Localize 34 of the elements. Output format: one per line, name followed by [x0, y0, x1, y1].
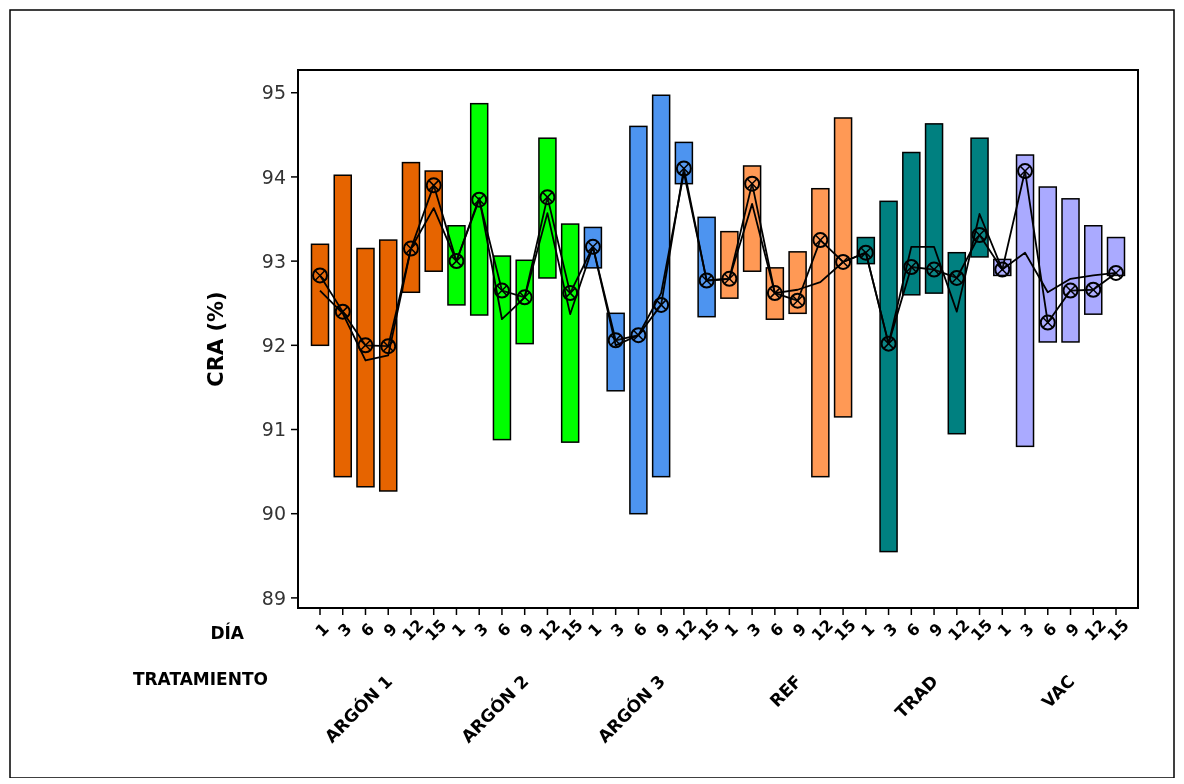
x-tick-label: 6: [766, 619, 788, 641]
y-tick-label: 93: [261, 249, 286, 272]
x-tick-label: 3: [743, 619, 765, 641]
x-tick-label: 9: [788, 619, 811, 641]
x-tick-label: 6: [493, 619, 515, 641]
y-tick-label: 90: [261, 502, 286, 525]
x-tick-label: 3: [879, 619, 902, 641]
y-tick-label: 89: [261, 586, 286, 609]
x-tick-label: 1: [447, 619, 470, 641]
x-tick-label: 9: [379, 619, 401, 641]
x-tick-label: 6: [356, 619, 379, 641]
x-tick-label: 1: [857, 619, 879, 641]
x-tick-label: 1: [993, 619, 1015, 641]
y-tick-label: 94: [261, 165, 286, 188]
x-tick-label: 6: [902, 619, 924, 641]
x-tick-label: 3: [334, 619, 356, 641]
y-tick-label: 95: [261, 81, 286, 104]
x-tick-label: 3: [470, 619, 492, 641]
y-tick-label: 92: [261, 333, 286, 356]
x-tick-label: 9: [925, 619, 947, 641]
x-tick-label: 9: [1061, 619, 1084, 641]
x-tick-label: 1: [584, 619, 606, 641]
x-tick-label: 9: [516, 619, 538, 641]
x-tick-label: 1: [311, 619, 333, 641]
x-tick-label: 6: [1039, 619, 1061, 641]
x-tick-label: 3: [1016, 619, 1038, 641]
x-axis-title: DÍA: [210, 621, 245, 643]
x-tick-label: 9: [652, 619, 674, 641]
x-tick-label: 6: [629, 619, 652, 641]
text: TRATAMIENTO: [132, 668, 268, 689]
x-tick-label: 1: [720, 619, 743, 641]
x-tick-label: 3: [607, 619, 629, 641]
y-tick-label: 91: [261, 418, 286, 441]
y-axis-title: CRA (%): [204, 291, 228, 387]
